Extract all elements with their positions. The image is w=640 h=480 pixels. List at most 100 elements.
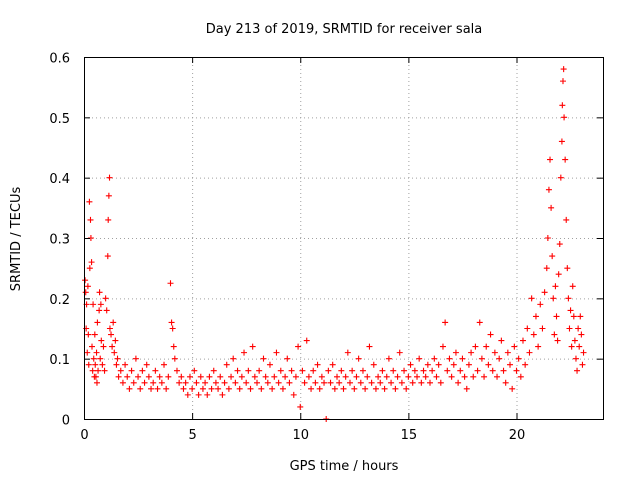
data-point (532, 313, 539, 320)
data-point (524, 325, 531, 332)
data-point (446, 355, 453, 362)
data-point (394, 373, 401, 380)
data-point (249, 343, 256, 350)
y-tick-label: 0.4 (49, 172, 70, 187)
data-point (548, 204, 555, 211)
data-point (414, 373, 421, 380)
data-point (567, 307, 574, 314)
data-point (156, 373, 163, 380)
data-point (90, 301, 97, 308)
data-point (168, 319, 175, 326)
data-point (329, 361, 336, 368)
data-point (564, 265, 571, 272)
data-point (470, 373, 477, 380)
data-point (243, 379, 250, 386)
data-point (165, 373, 172, 380)
data-point (299, 367, 306, 374)
data-point (359, 367, 366, 374)
data-point (126, 385, 133, 392)
data-point (570, 313, 577, 320)
data-point (277, 367, 284, 374)
data-point (439, 343, 446, 350)
data-point (93, 379, 100, 386)
data-point (504, 349, 511, 356)
data-point (286, 379, 293, 386)
data-point (191, 367, 198, 374)
data-point (141, 379, 148, 386)
data-point (461, 373, 468, 380)
data-point (366, 343, 373, 350)
data-point (103, 307, 110, 314)
data-point (97, 301, 104, 308)
data-point (117, 367, 124, 374)
data-point (113, 361, 120, 368)
data-point (266, 361, 273, 368)
data-point (89, 367, 96, 374)
data-point (135, 373, 142, 380)
data-point (84, 349, 91, 356)
data-point (254, 379, 260, 386)
data-point (537, 301, 544, 308)
data-point (579, 361, 586, 368)
x-tick-label: 20 (509, 428, 526, 443)
data-point (338, 367, 345, 374)
data-point (104, 253, 111, 260)
data-point (178, 373, 185, 380)
data-point (550, 295, 557, 302)
data-point (435, 361, 442, 368)
data-point (487, 331, 494, 338)
data-point (388, 379, 395, 386)
data-point (535, 343, 542, 350)
data-point (85, 361, 92, 368)
data-point (489, 367, 496, 374)
data-point (372, 385, 379, 392)
data-point (370, 361, 377, 368)
data-point (416, 355, 423, 362)
y-tick-label: 0.1 (49, 353, 70, 368)
data-point (221, 379, 228, 386)
data-point (483, 343, 490, 350)
data-point (422, 373, 429, 380)
data-point (429, 367, 436, 374)
data-point (557, 174, 564, 181)
data-point (401, 367, 408, 374)
data-point (301, 379, 308, 386)
data-point (92, 361, 99, 368)
data-point (547, 156, 554, 163)
data-point (171, 355, 178, 362)
data-point (139, 367, 146, 374)
data-point (176, 379, 183, 386)
data-point (409, 379, 416, 386)
x-tick-label: 10 (292, 428, 309, 443)
data-point (346, 379, 353, 386)
x-tick-label: 0 (80, 428, 88, 443)
data-point (106, 325, 113, 332)
data-point (519, 337, 526, 344)
data-point (264, 379, 271, 386)
data-point (553, 313, 560, 320)
data-point (228, 373, 235, 380)
data-point (106, 174, 113, 181)
data-point (308, 385, 315, 392)
data-point (517, 373, 524, 380)
data-point (230, 355, 237, 362)
data-point (377, 379, 384, 386)
data-point (119, 379, 126, 386)
y-tick-label: 0.3 (49, 233, 70, 248)
data-point (109, 343, 116, 350)
data-point (433, 373, 440, 380)
data-point (93, 349, 100, 356)
data-point (390, 367, 397, 374)
data-point (559, 78, 566, 85)
data-point (262, 373, 269, 380)
data-point (167, 280, 174, 287)
data-point (383, 373, 390, 380)
data-point (420, 367, 427, 374)
axis-ticks (84, 57, 603, 420)
data-point (130, 379, 137, 386)
data-point (170, 343, 177, 350)
data-point (465, 361, 472, 368)
data-point (340, 385, 347, 392)
data-point (234, 367, 241, 374)
data-point (111, 349, 118, 356)
